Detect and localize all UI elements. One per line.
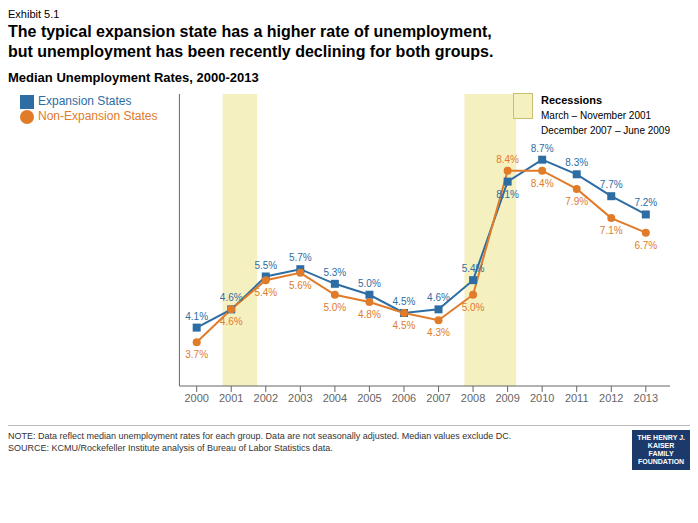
- svg-text:8.1%: 8.1%: [496, 189, 519, 200]
- svg-text:2004: 2004: [323, 392, 347, 404]
- svg-text:5.6%: 5.6%: [289, 280, 312, 291]
- svg-text:5.0%: 5.0%: [323, 302, 346, 313]
- svg-text:4.6%: 4.6%: [220, 292, 243, 303]
- svg-text:5.4%: 5.4%: [462, 263, 485, 274]
- svg-text:7.9%: 7.9%: [565, 196, 588, 207]
- svg-text:5.3%: 5.3%: [323, 267, 346, 278]
- svg-text:5.0%: 5.0%: [358, 278, 381, 289]
- svg-text:4.6%: 4.6%: [427, 292, 450, 303]
- svg-text:2013: 2013: [634, 392, 658, 404]
- html-text:NOTE: Data reflect median unem: NOTE: Data reflect median unemployment r…: [8, 431, 512, 453]
- svg-text:5.7%: 5.7%: [289, 252, 312, 263]
- html-text:Expansion States: Expansion States: [38, 94, 132, 108]
- svg-text:2012: 2012: [599, 392, 623, 404]
- svg-text:7.1%: 7.1%: [600, 225, 623, 236]
- svg-text:8.7%: 8.7%: [531, 143, 554, 154]
- svg-text:2001: 2001: [219, 392, 243, 404]
- svg-text:4.1%: 4.1%: [185, 311, 208, 322]
- html-text:Median Unemployment Rates, 200: Median Unemployment Rates, 2000-2013: [8, 70, 259, 85]
- svg-text:2008: 2008: [461, 392, 485, 404]
- svg-text:2000: 2000: [184, 392, 208, 404]
- html-text:Non-Expansion States: Non-Expansion States: [38, 108, 158, 123]
- svg-text:4.8%: 4.8%: [358, 309, 381, 320]
- svg-text:4.6%: 4.6%: [220, 316, 243, 327]
- svg-text:2006: 2006: [392, 392, 416, 404]
- svg-text:2011: 2011: [565, 392, 589, 404]
- svg-text:8.4%: 8.4%: [531, 178, 554, 189]
- svg-text:2003: 2003: [288, 392, 312, 404]
- html-text:THE HENRY J. KAISER FAMILY FOU: THE HENRY J. KAISER FAMILY FOUNDATION: [637, 434, 685, 465]
- svg-text:7.2%: 7.2%: [634, 197, 657, 208]
- svg-text:3.7%: 3.7%: [185, 349, 208, 360]
- svg-text:2002: 2002: [254, 392, 278, 404]
- svg-text:2010: 2010: [530, 392, 554, 404]
- svg-text:6.7%: 6.7%: [634, 240, 657, 251]
- svg-text:5.0%: 5.0%: [462, 302, 485, 313]
- svg-text:4.5%: 4.5%: [393, 320, 416, 331]
- html-text:The typical expansion state ha: The typical expansion state has a higher…: [8, 23, 494, 60]
- svg-text:8.3%: 8.3%: [565, 157, 588, 168]
- svg-text:2005: 2005: [357, 392, 381, 404]
- svg-text:8.4%: 8.4%: [496, 154, 519, 165]
- svg-text:4.5%: 4.5%: [393, 296, 416, 307]
- html-text:Recessions: Recessions: [541, 94, 603, 106]
- svg-text:5.5%: 5.5%: [254, 260, 277, 271]
- svg-text:2007: 2007: [426, 392, 450, 404]
- html-text:Exhibit 5.1: Exhibit 5.1: [8, 8, 60, 20]
- svg-text:5.4%: 5.4%: [254, 287, 277, 298]
- html-text:March – November 2001: March – November 2001: [541, 110, 652, 121]
- svg-text:4.3%: 4.3%: [427, 327, 450, 338]
- svg-text:2009: 2009: [495, 392, 519, 404]
- svg-text:7.7%: 7.7%: [600, 179, 623, 190]
- html-text:December 2007 – June 2009: December 2007 – June 2009: [541, 125, 670, 136]
